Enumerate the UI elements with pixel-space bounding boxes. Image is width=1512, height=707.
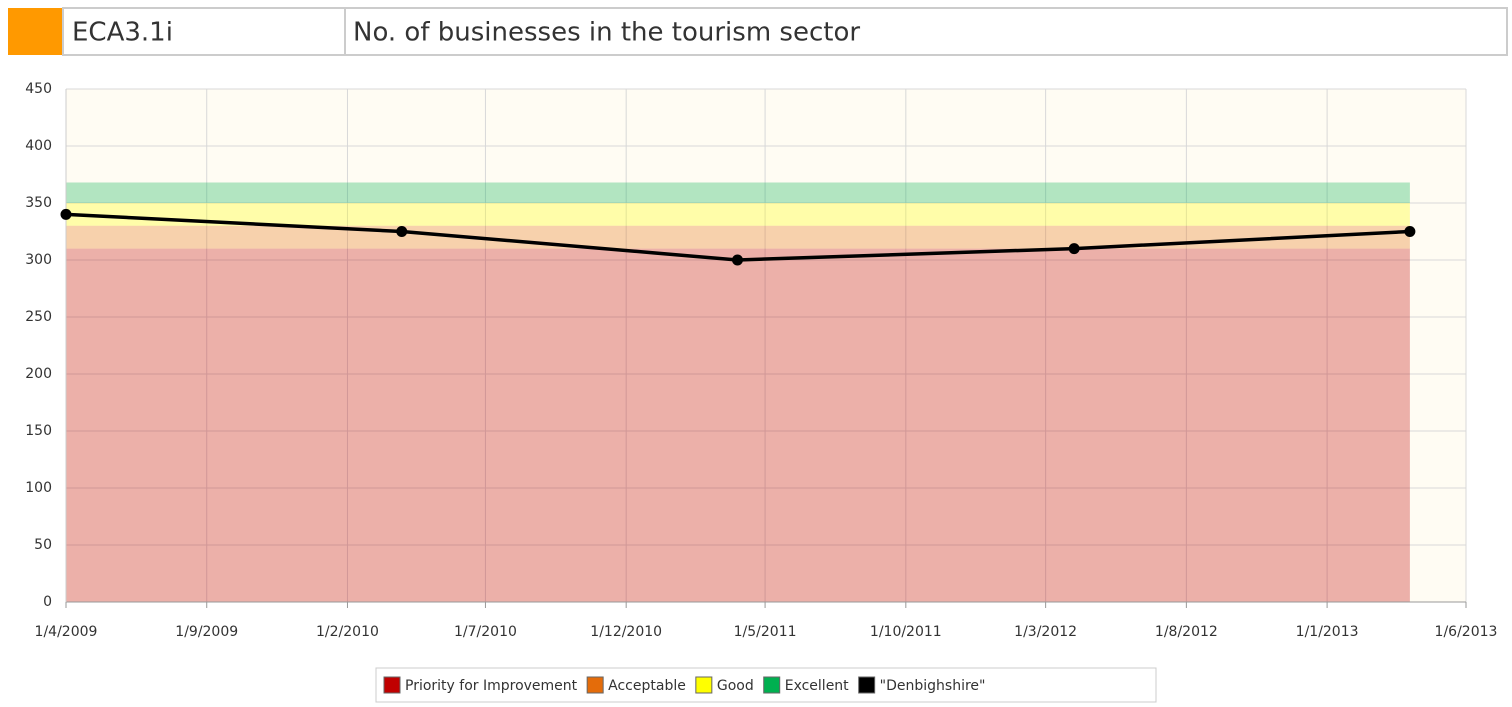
header-code: ECA3.1i [72, 18, 173, 48]
x-tick-label: 1/7/2010 [454, 624, 517, 640]
data-point [396, 226, 408, 237]
legend-swatch [383, 676, 401, 694]
legend-label: Excellent [785, 678, 849, 694]
data-point [60, 208, 72, 220]
x-tick-label: 1/3/2012 [1014, 624, 1077, 640]
legend-label: Good [717, 678, 754, 694]
x-tick-label: 1/5/2011 [734, 624, 797, 640]
y-tick-label: 450 [25, 81, 52, 97]
plot-background [66, 89, 1466, 602]
header-code-cell [62, 7, 346, 56]
legend-label: Priority for Improvement [405, 678, 578, 694]
x-tick-label: 1/8/2012 [1155, 624, 1218, 640]
legend-swatch [586, 676, 604, 694]
band-area [66, 225, 1410, 249]
x-tick-label: 1/2/2010 [316, 624, 379, 640]
y-tick-label: 300 [25, 252, 52, 268]
data-point [1404, 226, 1416, 237]
y-tick-label: 100 [25, 480, 52, 496]
band-area [66, 203, 1410, 226]
y-tick-label: 50 [34, 537, 52, 553]
legend-swatch [695, 676, 713, 694]
legend-label: "Denbighshire" [880, 678, 986, 694]
legend-swatch [763, 676, 781, 694]
y-tick-label: 150 [25, 423, 52, 439]
y-tick-label: 0 [43, 594, 52, 610]
x-tick-label: 1/6/2013 [1435, 624, 1498, 640]
header-title: No. of businesses in the tourism sector [353, 18, 860, 48]
band-area [66, 248, 1410, 602]
header-swatch [8, 8, 62, 55]
x-tick-label: 1/10/2011 [870, 624, 942, 640]
y-tick-label: 350 [25, 195, 52, 211]
legend-label: Acceptable [608, 678, 686, 694]
data-point [1068, 243, 1080, 255]
x-tick-label: 1/1/2013 [1296, 624, 1359, 640]
header-title-cell [344, 7, 1508, 56]
y-tick-label: 400 [25, 138, 52, 154]
x-tick-label: 1/9/2009 [175, 624, 238, 640]
x-tick-label: 1/4/2009 [35, 624, 98, 640]
data-point [731, 254, 743, 266]
band-area [66, 182, 1410, 203]
x-tick-label: 1/12/2010 [590, 624, 662, 640]
y-tick-label: 250 [25, 309, 52, 325]
y-tick-label: 200 [25, 366, 52, 382]
legend-swatch [858, 676, 876, 694]
